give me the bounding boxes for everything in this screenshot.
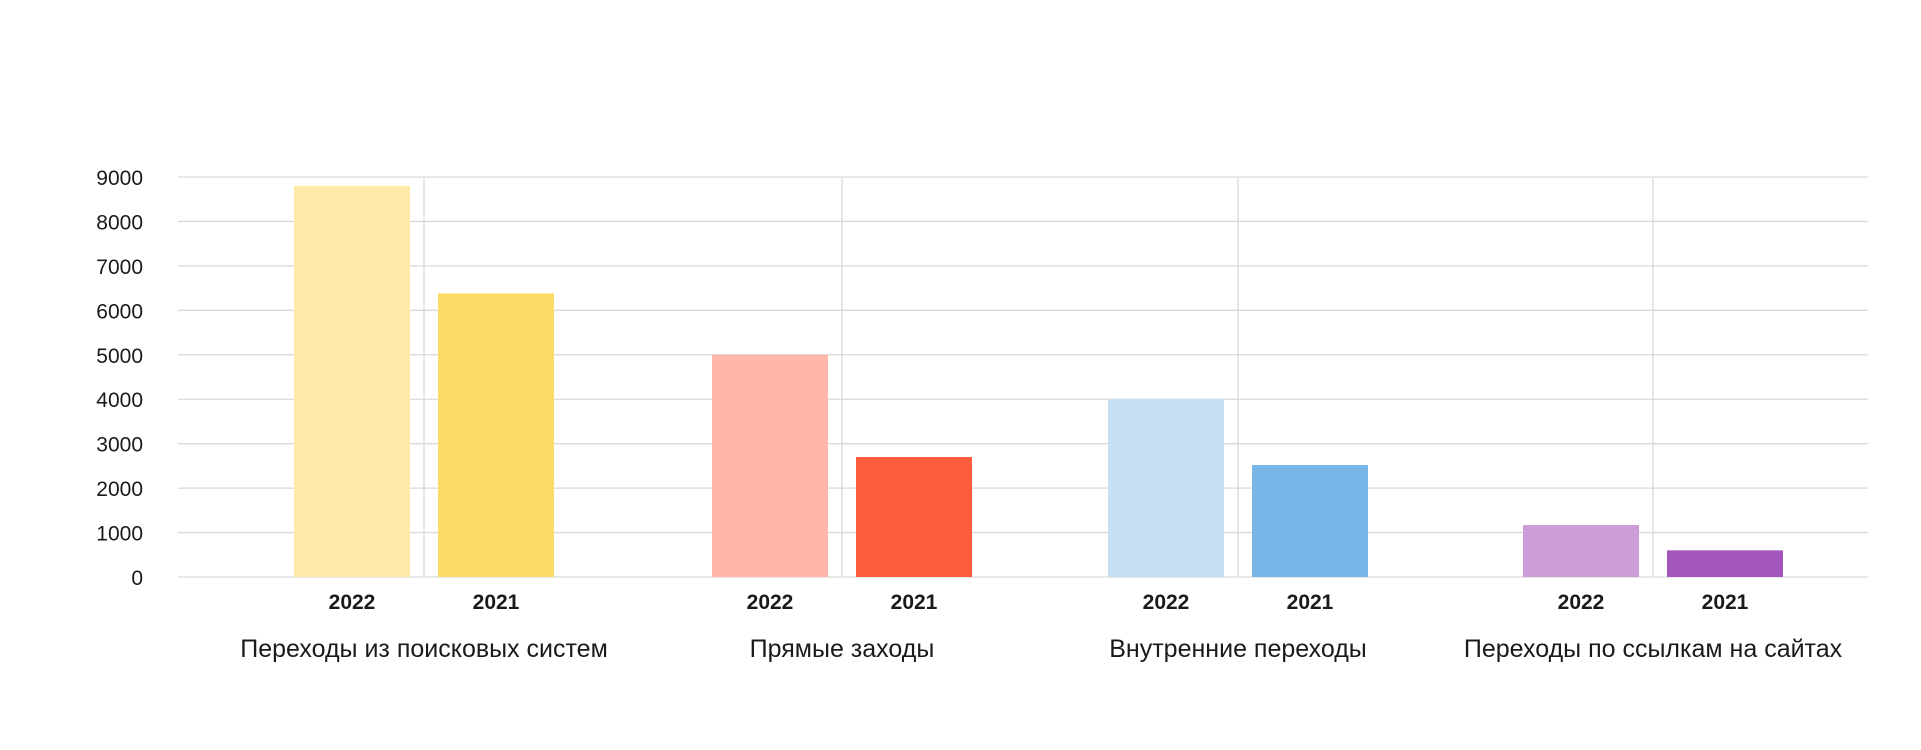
group-label: Прямые заходы [750, 635, 935, 663]
y-tick-label: 0 [131, 567, 143, 590]
x-tick-label: 2021 [891, 591, 938, 614]
y-tick-label: 9000 [96, 167, 143, 190]
y-tick-label: 6000 [96, 300, 143, 323]
x-axis: 2022 2021 2022 2021 2022 2021 2022 2021 [329, 591, 1749, 614]
x-tick-label: 2022 [1143, 591, 1190, 614]
group-label: Внутренние переходы [1109, 635, 1367, 663]
y-tick-label: 5000 [96, 345, 143, 368]
y-tick-label: 2000 [96, 478, 143, 501]
bar-2-2022 [712, 354, 828, 577]
group-labels: Переходы из поисковых систем Прямые заход… [240, 635, 1842, 663]
y-tick-label: 8000 [96, 211, 143, 234]
y-tick-label: 4000 [96, 389, 143, 412]
y-tick-label: 3000 [96, 434, 143, 457]
y-axis: 0 1000 2000 3000 4000 5000 6000 7000 8000 9000 [96, 167, 143, 590]
x-tick-label: 2022 [747, 591, 794, 614]
bar-3-2022 [1108, 399, 1224, 577]
bar-4-2022 [1523, 525, 1639, 577]
bar-1-2022 [294, 185, 410, 577]
x-tick-label: 2022 [329, 591, 376, 614]
x-tick-label: 2021 [1287, 591, 1334, 614]
y-tick-label: 7000 [96, 256, 143, 279]
bar-3-2021 [1252, 465, 1368, 577]
x-tick-label: 2022 [1558, 591, 1605, 614]
y-tick-label: 1000 [96, 523, 143, 546]
separator-layer [423, 177, 1654, 577]
group-label: Переходы из поисковых систем [240, 635, 608, 663]
bar-2-2021 [856, 457, 972, 577]
x-tick-label: 2021 [473, 591, 520, 614]
x-tick-label: 2021 [1702, 591, 1749, 614]
bar-1-2021 [438, 293, 554, 577]
bar-4-2021 [1667, 550, 1783, 577]
grid-layer [178, 176, 1868, 578]
bar-layer [294, 185, 1783, 577]
group-label: Переходы по ссылкам на сайтах [1464, 635, 1843, 663]
